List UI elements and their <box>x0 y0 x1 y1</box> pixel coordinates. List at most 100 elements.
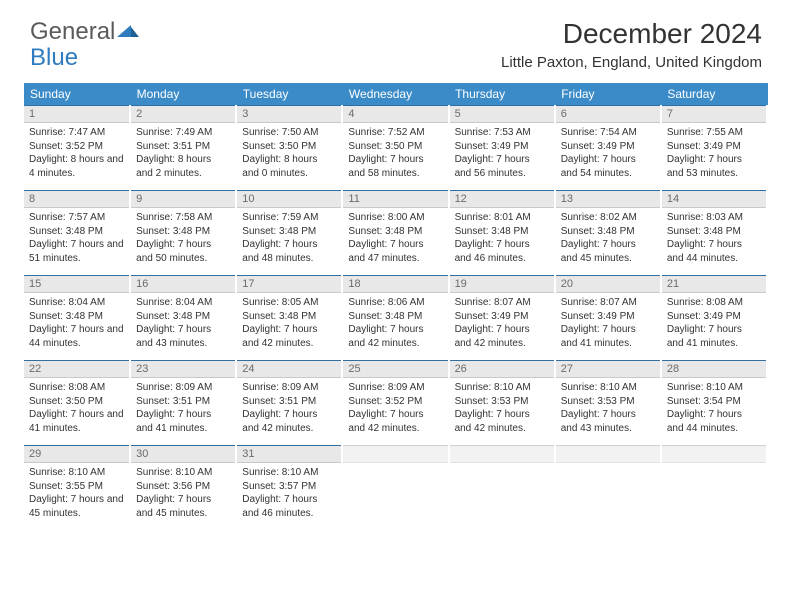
sunrise-text: Sunrise: 8:09 AM <box>136 381 230 395</box>
calendar-day-cell <box>555 442 661 527</box>
calendar-day-cell: 3Sunrise: 7:50 AMSunset: 3:50 PMDaylight… <box>236 105 342 187</box>
daylight-text: Daylight: 7 hours and 45 minutes. <box>29 493 124 520</box>
weekday-header: Saturday <box>661 83 767 105</box>
sunrise-text: Sunrise: 7:49 AM <box>136 126 230 140</box>
calendar-day-cell: 18Sunrise: 8:06 AMSunset: 3:48 PMDayligh… <box>342 272 448 357</box>
day-content-empty <box>343 463 447 513</box>
daylight-text: Daylight: 8 hours and 4 minutes. <box>29 153 124 180</box>
day-content: Sunrise: 7:59 AMSunset: 3:48 PMDaylight:… <box>237 208 341 269</box>
day-content: Sunrise: 8:01 AMSunset: 3:48 PMDaylight:… <box>450 208 554 269</box>
day-content: Sunrise: 8:08 AMSunset: 3:49 PMDaylight:… <box>662 293 766 354</box>
calendar-week-row: 22Sunrise: 8:08 AMSunset: 3:50 PMDayligh… <box>24 357 767 442</box>
day-number-empty <box>343 445 447 463</box>
sunrise-text: Sunrise: 8:01 AM <box>455 211 549 225</box>
sunrise-text: Sunrise: 7:52 AM <box>348 126 442 140</box>
calendar-day-cell: 8Sunrise: 7:57 AMSunset: 3:48 PMDaylight… <box>24 187 130 272</box>
day-number: 27 <box>556 360 660 378</box>
daylight-text: Daylight: 7 hours and 41 minutes. <box>561 323 655 350</box>
daylight-text: Daylight: 7 hours and 44 minutes. <box>667 408 761 435</box>
sunrise-text: Sunrise: 8:04 AM <box>136 296 230 310</box>
calendar-day-cell: 10Sunrise: 7:59 AMSunset: 3:48 PMDayligh… <box>236 187 342 272</box>
day-content: Sunrise: 7:50 AMSunset: 3:50 PMDaylight:… <box>237 123 341 184</box>
day-number: 28 <box>662 360 766 378</box>
calendar-day-cell: 28Sunrise: 8:10 AMSunset: 3:54 PMDayligh… <box>661 357 767 442</box>
calendar-day-cell: 7Sunrise: 7:55 AMSunset: 3:49 PMDaylight… <box>661 105 767 187</box>
daylight-text: Daylight: 7 hours and 41 minutes. <box>667 323 761 350</box>
sunrise-text: Sunrise: 8:10 AM <box>29 466 124 480</box>
sunrise-text: Sunrise: 8:05 AM <box>242 296 336 310</box>
day-content: Sunrise: 8:08 AMSunset: 3:50 PMDaylight:… <box>24 378 129 439</box>
sunset-text: Sunset: 3:48 PM <box>29 225 124 239</box>
calendar-day-cell <box>661 442 767 527</box>
calendar-day-cell: 25Sunrise: 8:09 AMSunset: 3:52 PMDayligh… <box>342 357 448 442</box>
day-number: 29 <box>24 445 129 463</box>
title-block: December 2024 Little Paxton, England, Un… <box>501 18 762 71</box>
sunset-text: Sunset: 3:52 PM <box>348 395 442 409</box>
logo-triangle-icon <box>117 18 139 46</box>
calendar-week-row: 8Sunrise: 7:57 AMSunset: 3:48 PMDaylight… <box>24 187 767 272</box>
logo-text-general: General <box>30 18 115 46</box>
day-number: 2 <box>131 105 235 123</box>
day-number-empty <box>662 445 766 463</box>
day-number: 22 <box>24 360 129 378</box>
sunset-text: Sunset: 3:53 PM <box>455 395 549 409</box>
calendar-day-cell <box>449 442 555 527</box>
day-number: 15 <box>24 275 129 293</box>
sunset-text: Sunset: 3:48 PM <box>667 225 761 239</box>
sunset-text: Sunset: 3:50 PM <box>242 140 336 154</box>
sunrise-text: Sunrise: 8:08 AM <box>29 381 124 395</box>
day-number: 14 <box>662 190 766 208</box>
header: General December 2024 Little Paxton, Eng… <box>0 0 792 79</box>
day-content: Sunrise: 8:10 AMSunset: 3:57 PMDaylight:… <box>237 463 341 524</box>
calendar-day-cell: 6Sunrise: 7:54 AMSunset: 3:49 PMDaylight… <box>555 105 661 187</box>
sunrise-text: Sunrise: 8:10 AM <box>667 381 761 395</box>
day-content: Sunrise: 8:07 AMSunset: 3:49 PMDaylight:… <box>556 293 660 354</box>
sunset-text: Sunset: 3:48 PM <box>348 310 442 324</box>
day-number: 18 <box>343 275 447 293</box>
daylight-text: Daylight: 7 hours and 44 minutes. <box>29 323 124 350</box>
day-number: 19 <box>450 275 554 293</box>
sunrise-text: Sunrise: 8:06 AM <box>348 296 442 310</box>
sunset-text: Sunset: 3:48 PM <box>455 225 549 239</box>
sunset-text: Sunset: 3:51 PM <box>136 395 230 409</box>
day-content: Sunrise: 7:54 AMSunset: 3:49 PMDaylight:… <box>556 123 660 184</box>
location-text: Little Paxton, England, United Kingdom <box>501 54 762 71</box>
day-number: 12 <box>450 190 554 208</box>
sunset-text: Sunset: 3:49 PM <box>667 310 761 324</box>
month-title: December 2024 <box>501 18 762 50</box>
daylight-text: Daylight: 7 hours and 51 minutes. <box>29 238 124 265</box>
daylight-text: Daylight: 7 hours and 44 minutes. <box>667 238 761 265</box>
day-content: Sunrise: 8:10 AMSunset: 3:54 PMDaylight:… <box>662 378 766 439</box>
daylight-text: Daylight: 7 hours and 42 minutes. <box>242 323 336 350</box>
sunset-text: Sunset: 3:48 PM <box>348 225 442 239</box>
day-content: Sunrise: 7:53 AMSunset: 3:49 PMDaylight:… <box>450 123 554 184</box>
sunset-text: Sunset: 3:48 PM <box>136 225 230 239</box>
sunset-text: Sunset: 3:50 PM <box>29 395 124 409</box>
sunset-text: Sunset: 3:53 PM <box>561 395 655 409</box>
sunrise-text: Sunrise: 8:09 AM <box>242 381 336 395</box>
calendar-day-cell: 29Sunrise: 8:10 AMSunset: 3:55 PMDayligh… <box>24 442 130 527</box>
sunset-text: Sunset: 3:52 PM <box>29 140 124 154</box>
sunrise-text: Sunrise: 8:07 AM <box>561 296 655 310</box>
day-number: 4 <box>343 105 447 123</box>
day-content-empty <box>662 463 766 513</box>
calendar-day-cell: 5Sunrise: 7:53 AMSunset: 3:49 PMDaylight… <box>449 105 555 187</box>
sunset-text: Sunset: 3:57 PM <box>242 480 336 494</box>
sunrise-text: Sunrise: 8:00 AM <box>348 211 442 225</box>
sunset-text: Sunset: 3:48 PM <box>242 310 336 324</box>
weekday-header: Monday <box>130 83 236 105</box>
sunrise-text: Sunrise: 8:10 AM <box>242 466 336 480</box>
day-content: Sunrise: 8:05 AMSunset: 3:48 PMDaylight:… <box>237 293 341 354</box>
daylight-text: Daylight: 7 hours and 45 minutes. <box>136 493 230 520</box>
daylight-text: Daylight: 7 hours and 48 minutes. <box>242 238 336 265</box>
day-number: 20 <box>556 275 660 293</box>
weekday-header: Tuesday <box>236 83 342 105</box>
day-content: Sunrise: 7:55 AMSunset: 3:49 PMDaylight:… <box>662 123 766 184</box>
sunset-text: Sunset: 3:51 PM <box>242 395 336 409</box>
calendar-day-cell: 21Sunrise: 8:08 AMSunset: 3:49 PMDayligh… <box>661 272 767 357</box>
sunrise-text: Sunrise: 8:07 AM <box>455 296 549 310</box>
calendar-day-cell: 1Sunrise: 7:47 AMSunset: 3:52 PMDaylight… <box>24 105 130 187</box>
sunset-text: Sunset: 3:49 PM <box>455 310 549 324</box>
sunset-text: Sunset: 3:51 PM <box>136 140 230 154</box>
sunrise-text: Sunrise: 8:04 AM <box>29 296 124 310</box>
